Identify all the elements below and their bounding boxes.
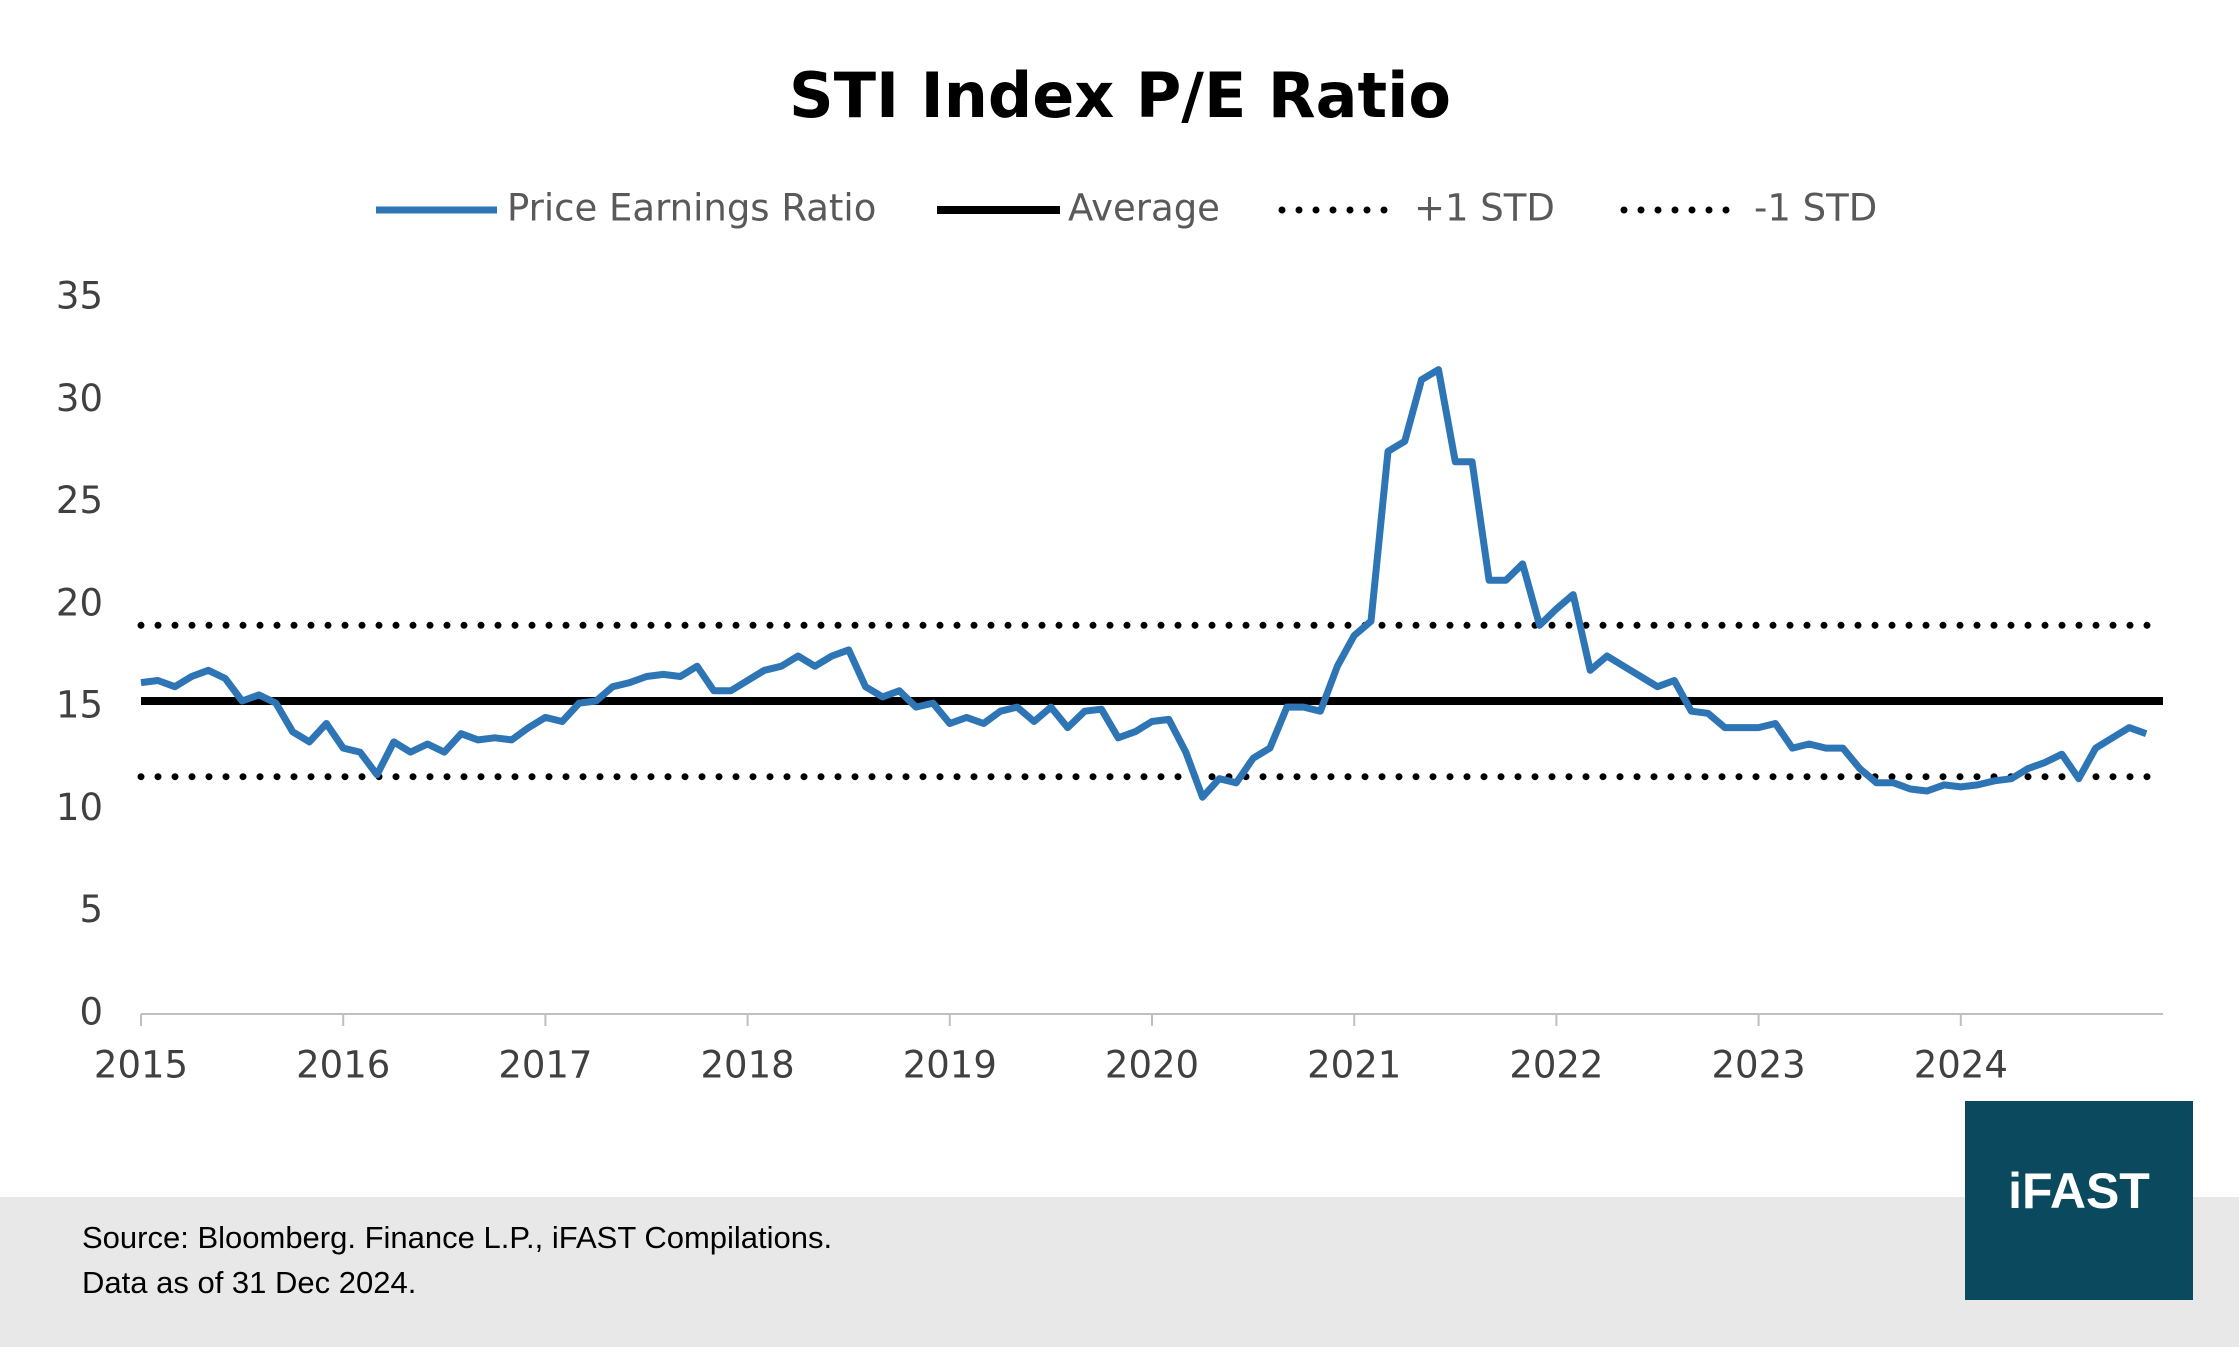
legend-label: Average bbox=[1068, 187, 1220, 230]
y-tick-label: 20 bbox=[56, 581, 103, 624]
x-tick-label: 2015 bbox=[94, 1044, 188, 1087]
x-tick-label: 2021 bbox=[1307, 1044, 1401, 1087]
y-tick-label: 0 bbox=[79, 991, 103, 1034]
x-tick-label: 2018 bbox=[701, 1044, 795, 1087]
series-line bbox=[140, 366, 2148, 801]
x-tick-label: 2019 bbox=[903, 1044, 997, 1087]
source-note: Source: Bloomberg. Finance L.P., iFAST C… bbox=[82, 1220, 832, 1255]
x-tick-label: 2023 bbox=[1712, 1044, 1806, 1087]
x-tick-label: 2024 bbox=[1914, 1044, 2008, 1087]
y-tick-label: 35 bbox=[56, 275, 103, 318]
y-tick-label: 15 bbox=[56, 684, 103, 727]
x-tick-label: 2022 bbox=[1509, 1044, 1603, 1087]
y-tick-label: 10 bbox=[56, 786, 103, 829]
date-note: Data as of 31 Dec 2024. bbox=[82, 1265, 416, 1300]
footer-band bbox=[0, 1197, 2239, 1347]
legend-label: -1 STD bbox=[1754, 187, 1877, 230]
x-tick-label: 2017 bbox=[498, 1044, 592, 1087]
y-tick-label: 5 bbox=[79, 888, 103, 931]
logo: iFAST bbox=[2008, 1163, 2150, 1219]
logo-box bbox=[1965, 1101, 2193, 1300]
chart-title: STI Index P/E Ratio bbox=[789, 59, 1451, 132]
legend-label: +1 STD bbox=[1414, 187, 1555, 230]
y-tick-label: 25 bbox=[56, 479, 103, 522]
y-tick-label: 30 bbox=[56, 377, 103, 420]
x-tick-label: 2016 bbox=[296, 1044, 390, 1087]
x-tick-label: 2020 bbox=[1105, 1044, 1199, 1087]
legend-label: Price Earnings Ratio bbox=[507, 187, 876, 230]
